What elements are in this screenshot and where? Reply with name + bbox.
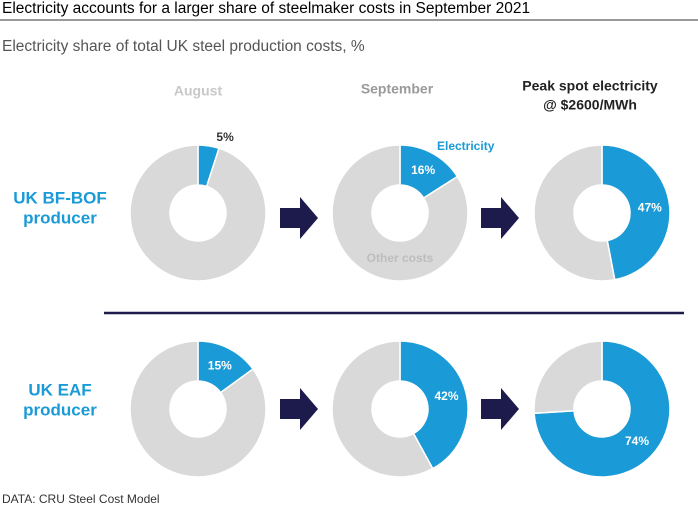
donut-segment (533, 144, 616, 282)
arrow (481, 197, 519, 239)
value-label: 74% (625, 434, 649, 448)
arrow (280, 388, 318, 430)
row-label: UK EAF (28, 380, 91, 399)
donut-segment (601, 144, 671, 281)
chart-subtitle: Electricity share of total UK steel prod… (2, 38, 365, 55)
source-note: DATA: CRU Steel Cost Model (2, 492, 160, 506)
row-label: producer (23, 400, 97, 419)
arrows (280, 197, 519, 430)
row-label: producer (23, 208, 97, 227)
arrow (280, 197, 318, 239)
value-label: 5% (216, 130, 234, 144)
column-header: @ $2600/MWh (543, 97, 637, 113)
column-header: September (361, 81, 434, 97)
donut-segment (533, 340, 671, 478)
chart-title: Electricity accounts for a larger share … (2, 0, 530, 17)
value-label: 47% (638, 201, 662, 215)
column-header: August (174, 83, 223, 99)
arrow (481, 388, 519, 430)
donut-segment (533, 340, 603, 415)
value-label: 15% (208, 358, 232, 372)
donut-segment (331, 144, 469, 282)
column-header: Peak spot electricity (522, 78, 658, 94)
value-label: 42% (434, 389, 458, 403)
category-label: Other costs (367, 251, 434, 265)
donut-segment (129, 144, 267, 282)
donut-segment (331, 340, 434, 478)
donut-segment (129, 340, 267, 478)
value-label: 16% (411, 163, 435, 177)
category-label: Electricity (437, 139, 495, 153)
donut-segment (399, 340, 469, 470)
row-label: UK BF-BOF (13, 188, 106, 207)
